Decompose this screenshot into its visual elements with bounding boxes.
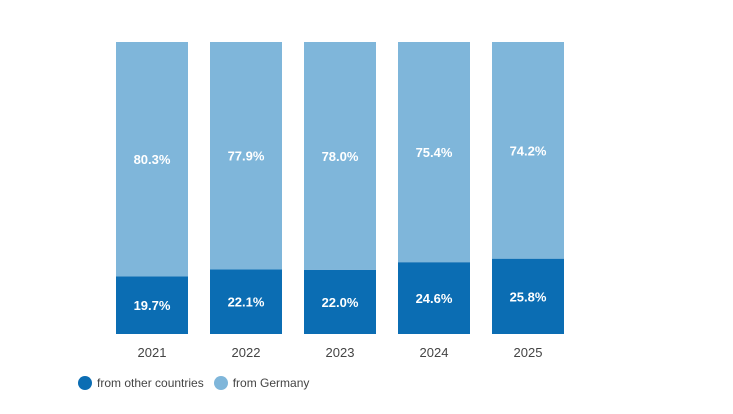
bar-segment-germany-2025 xyxy=(492,42,564,259)
bar-segment-germany-2021 xyxy=(116,42,188,277)
data-label-germany-2025: 74.2% xyxy=(510,143,547,158)
data-label-germany-2024: 75.4% xyxy=(416,145,453,160)
x-tick-label-2025: 2025 xyxy=(514,345,543,360)
bar-segment-germany-2022 xyxy=(210,42,282,270)
bar-segment-other-countries-2021 xyxy=(116,276,188,334)
x-tick-label-2021: 2021 xyxy=(138,345,167,360)
legend-label-other-countries: from other countries xyxy=(97,376,204,390)
data-label-germany-2022: 77.9% xyxy=(228,149,265,164)
x-tick-label-2022: 2022 xyxy=(232,345,261,360)
bar-segment-other-countries-2022 xyxy=(210,269,282,334)
chart-legend: from other countries from Germany xyxy=(78,376,319,390)
data-label-germany-2023: 78.0% xyxy=(322,149,359,164)
bar-segment-germany-2023 xyxy=(304,42,376,270)
bar-segment-other-countries-2024 xyxy=(398,262,470,334)
bar-segment-other-countries-2023 xyxy=(304,269,376,334)
x-tick-label-2023: 2023 xyxy=(326,345,355,360)
data-label-other-countries-2022: 22.1% xyxy=(228,295,265,310)
data-label-other-countries-2025: 25.8% xyxy=(510,289,547,304)
legend-swatch-other-countries xyxy=(78,376,92,390)
legend-label-germany: from Germany xyxy=(232,376,310,390)
x-tick-label-2024: 2024 xyxy=(420,345,449,360)
legend-item-germany: from Germany xyxy=(213,376,310,390)
legend-item-other-countries: from other countries xyxy=(78,376,204,390)
data-label-other-countries-2023: 22.0% xyxy=(322,295,359,310)
data-label-germany-2021: 80.3% xyxy=(134,152,171,167)
bar-segment-germany-2024 xyxy=(398,42,470,263)
bar-segment-other-countries-2025 xyxy=(492,258,564,334)
legend-swatch-germany xyxy=(213,376,228,390)
data-label-other-countries-2024: 24.6% xyxy=(416,291,453,306)
data-label-other-countries-2021: 19.7% xyxy=(134,298,171,313)
